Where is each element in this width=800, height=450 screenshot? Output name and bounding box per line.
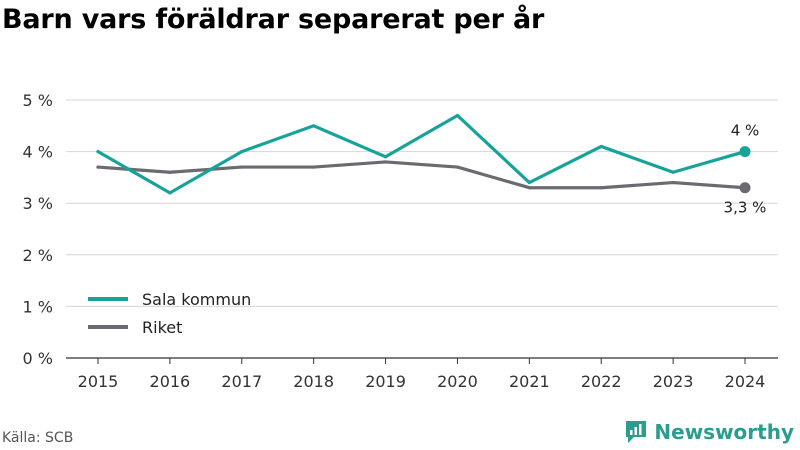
data-point: [168, 191, 172, 195]
source-note: Källa: SCB: [2, 430, 74, 446]
data-point: [312, 124, 316, 128]
end-value-label: 4 %: [731, 122, 760, 140]
y-tick-label: 1 %: [23, 297, 53, 316]
gridlines: [66, 99, 778, 359]
data-point: [96, 150, 100, 154]
end-markers: 3,3 % 4 %: [724, 122, 767, 217]
legend-label: Riket: [142, 318, 182, 337]
x-tick-label: 2019: [365, 372, 406, 391]
data-point: [168, 170, 172, 174]
end-value-label: 3,3 %: [724, 199, 767, 217]
legend: Sala kommun Riket: [88, 290, 251, 337]
x-tick-label: 2020: [437, 372, 478, 391]
x-tick-label: 2024: [725, 372, 766, 391]
end-marker: [739, 146, 751, 158]
data-point: [527, 186, 531, 190]
data-point: [383, 160, 388, 164]
x-tick-label: 2022: [581, 372, 622, 391]
y-axis-ticks: 0 % 1 % 2 % 3 % 4 % 5 %: [23, 91, 53, 368]
y-tick-label: 0 %: [23, 349, 53, 368]
y-tick-label: 5 %: [23, 91, 53, 110]
data-point: [240, 150, 244, 154]
end-marker: [739, 182, 751, 194]
chart-title: Barn vars föräldrar separerat per år: [2, 4, 545, 35]
x-tick-label: 2018: [293, 372, 334, 391]
data-point: [312, 165, 316, 169]
series-line-sala-kommun: [96, 113, 747, 195]
brand-logo: Newsworthy: [624, 419, 794, 445]
x-tick-label: 2017: [221, 372, 262, 391]
y-tick-label: 2 %: [23, 246, 53, 265]
data-point: [599, 144, 603, 149]
x-tick-label: 2023: [653, 372, 694, 391]
x-tick-label: 2015: [78, 372, 119, 391]
data-point: [671, 180, 675, 185]
data-point: [455, 165, 460, 169]
data-point: [527, 180, 531, 185]
data-point: [96, 165, 100, 169]
data-point: [455, 113, 460, 118]
data-point: [671, 170, 675, 174]
series-lines: [96, 113, 747, 195]
data-point: [599, 186, 603, 190]
series-line-riket: [96, 160, 747, 190]
x-tick-label: 2016: [150, 372, 191, 391]
newsworthy-logo-icon: [626, 421, 647, 443]
data-point: [240, 165, 244, 169]
x-tick-label: 2021: [509, 372, 550, 391]
brand-name: Newsworthy: [654, 420, 794, 444]
y-tick-label: 4 %: [23, 143, 53, 162]
data-point: [383, 155, 388, 159]
legend-label: Sala kommun: [142, 290, 251, 309]
x-axis-ticks: 2015 2016 2017 2018 2019 2020 2021 2022 2023 2024: [78, 358, 766, 391]
y-tick-label: 3 %: [23, 194, 53, 213]
